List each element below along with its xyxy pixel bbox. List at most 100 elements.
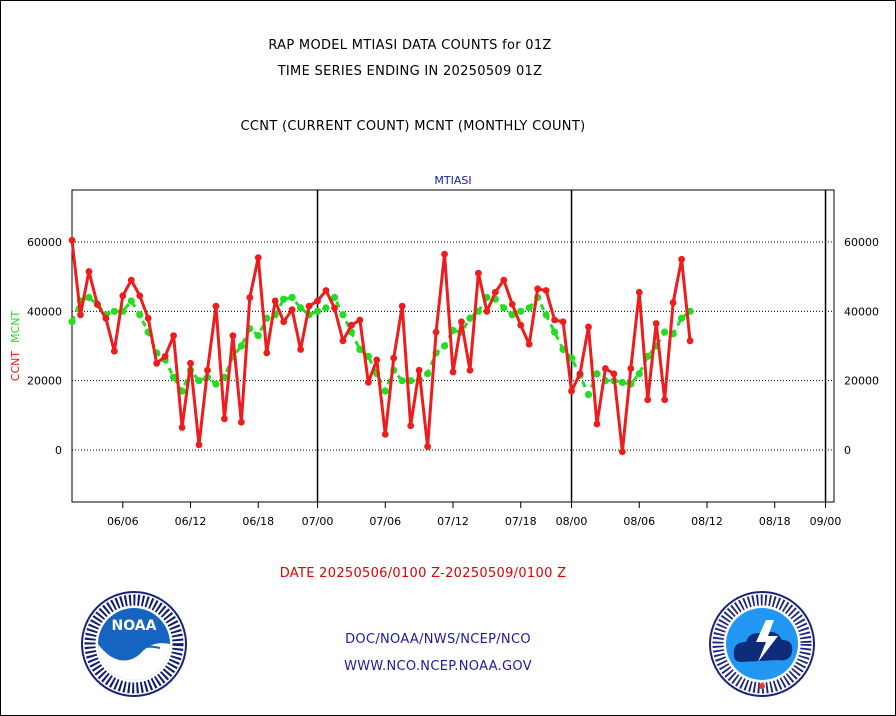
- data-point-ccnt: [517, 321, 525, 329]
- data-point-mcnt: [517, 307, 525, 315]
- data-point-mcnt: [678, 314, 686, 322]
- org-path-label: DOC/NOAA/NWS/NCEP/NCO: [345, 632, 531, 647]
- x-tick-label: 07/00: [302, 515, 334, 528]
- data-point-ccnt: [263, 349, 271, 357]
- data-point-ccnt: [178, 424, 186, 431]
- data-point-ccnt: [449, 368, 457, 376]
- data-point-ccnt: [534, 285, 542, 293]
- data-point-ccnt: [271, 297, 279, 305]
- data-point-mcnt: [661, 328, 669, 336]
- data-point-ccnt: [68, 236, 76, 244]
- data-point-mcnt: [297, 304, 305, 312]
- data-point-ccnt: [373, 356, 381, 364]
- y-tick-label-right: 0: [844, 444, 851, 457]
- data-point-ccnt: [661, 396, 669, 404]
- data-point-ccnt: [576, 370, 584, 378]
- data-point-ccnt: [627, 365, 635, 372]
- x-tick-label: 07/06: [369, 515, 401, 528]
- x-tick-label: 07/12: [437, 515, 469, 528]
- data-point-ccnt: [441, 250, 448, 258]
- chart-title-line2: TIME SERIES ENDING IN 20250509 01Z: [277, 64, 543, 79]
- y-tick-label-left: 0: [55, 444, 62, 457]
- data-point-ccnt: [618, 448, 626, 456]
- x-tick-label: 08/18: [759, 515, 791, 528]
- x-tick-label: 08/12: [691, 515, 723, 528]
- data-point-ccnt: [153, 359, 161, 367]
- data-point-ccnt: [525, 340, 533, 348]
- data-point-ccnt: [669, 299, 677, 307]
- data-point-ccnt: [551, 316, 558, 324]
- data-point-mcnt: [85, 293, 93, 302]
- data-point-mcnt: [254, 332, 262, 340]
- data-point-mcnt: [110, 307, 118, 315]
- x-tick-label: 08/00: [556, 515, 588, 528]
- data-point-ccnt: [398, 302, 406, 310]
- data-point-ccnt: [483, 307, 491, 315]
- x-tick-label: 07/18: [505, 515, 537, 528]
- data-point-ccnt: [424, 443, 431, 450]
- data-point-mcnt: [68, 318, 76, 326]
- y-tick-label-left: 40000: [27, 305, 62, 318]
- data-point-mcnt: [170, 373, 178, 381]
- data-point-ccnt: [508, 301, 516, 308]
- x-tick-label: 06/12: [175, 515, 207, 528]
- data-point-mcnt: [551, 328, 559, 336]
- data-point-ccnt: [585, 323, 592, 331]
- data-point-ccnt: [204, 366, 211, 374]
- noaa-logo: NOAA: [81, 591, 187, 697]
- data-point-ccnt: [542, 287, 550, 294]
- data-point-mcnt: [440, 342, 449, 350]
- data-point-mcnt: [508, 311, 516, 319]
- data-point-mcnt: [584, 390, 593, 399]
- series-line-mcnt: [70, 295, 692, 397]
- data-point-mcnt: [313, 307, 322, 315]
- data-point-ccnt: [77, 311, 84, 319]
- data-point-ccnt: [212, 302, 220, 310]
- chart-title-line1: RAP MODEL MTIASI DATA COUNTS for 01Z: [268, 38, 552, 53]
- data-point-ccnt: [415, 366, 423, 374]
- nws-logo: [709, 591, 815, 697]
- nws-star-icon: [759, 683, 765, 689]
- data-point-mcnt: [424, 370, 432, 378]
- chart-series-title: MTIASI: [434, 174, 471, 187]
- data-point-ccnt: [635, 288, 643, 296]
- data-point-mcnt: [500, 304, 508, 312]
- date-range-label: DATE 20250506/0100 Z-20250509/0100 Z: [279, 566, 567, 581]
- data-point-ccnt: [339, 337, 347, 345]
- website-label: WWW.NCO.NCEP.NOAA.GOV: [344, 659, 532, 674]
- data-point-ccnt: [559, 318, 567, 326]
- x-tick-label: 06/06: [107, 515, 139, 528]
- data-point-ccnt: [356, 316, 364, 324]
- noaa-logo-text: NOAA: [112, 618, 157, 634]
- x-tick-label: 06/18: [242, 515, 274, 528]
- data-point-ccnt: [144, 314, 152, 322]
- data-point-ccnt: [322, 287, 330, 294]
- y-tick-label-left: 20000: [27, 375, 62, 388]
- data-point-mcnt: [237, 342, 245, 350]
- data-point-ccnt: [652, 320, 660, 327]
- series-line-ccnt: [70, 240, 692, 454]
- data-point-ccnt: [280, 318, 288, 326]
- data-point-ccnt: [136, 292, 144, 300]
- data-point-mcnt: [398, 377, 406, 385]
- data-point-mcnt: [212, 380, 220, 388]
- data-point-ccnt: [491, 288, 499, 296]
- y-axis-title-ccnt: CCNT: [9, 351, 22, 382]
- data-point-ccnt: [407, 422, 415, 430]
- data-point-mcnt: [195, 377, 203, 385]
- data-point-ccnt: [348, 321, 355, 329]
- data-point-ccnt: [246, 294, 254, 301]
- data-point-mcnt: [593, 370, 601, 378]
- data-point-ccnt: [221, 415, 228, 423]
- data-point-ccnt: [254, 254, 262, 261]
- data-point-ccnt: [644, 396, 652, 404]
- data-point-ccnt: [127, 276, 135, 284]
- data-point-ccnt: [568, 387, 575, 395]
- data-point-mcnt: [330, 293, 339, 302]
- data-point-ccnt: [686, 337, 694, 345]
- x-tick-label: 08/06: [623, 515, 655, 528]
- y-tick-label-right: 60000: [844, 236, 879, 249]
- data-point-ccnt: [593, 420, 601, 428]
- data-point-mcnt: [635, 370, 643, 378]
